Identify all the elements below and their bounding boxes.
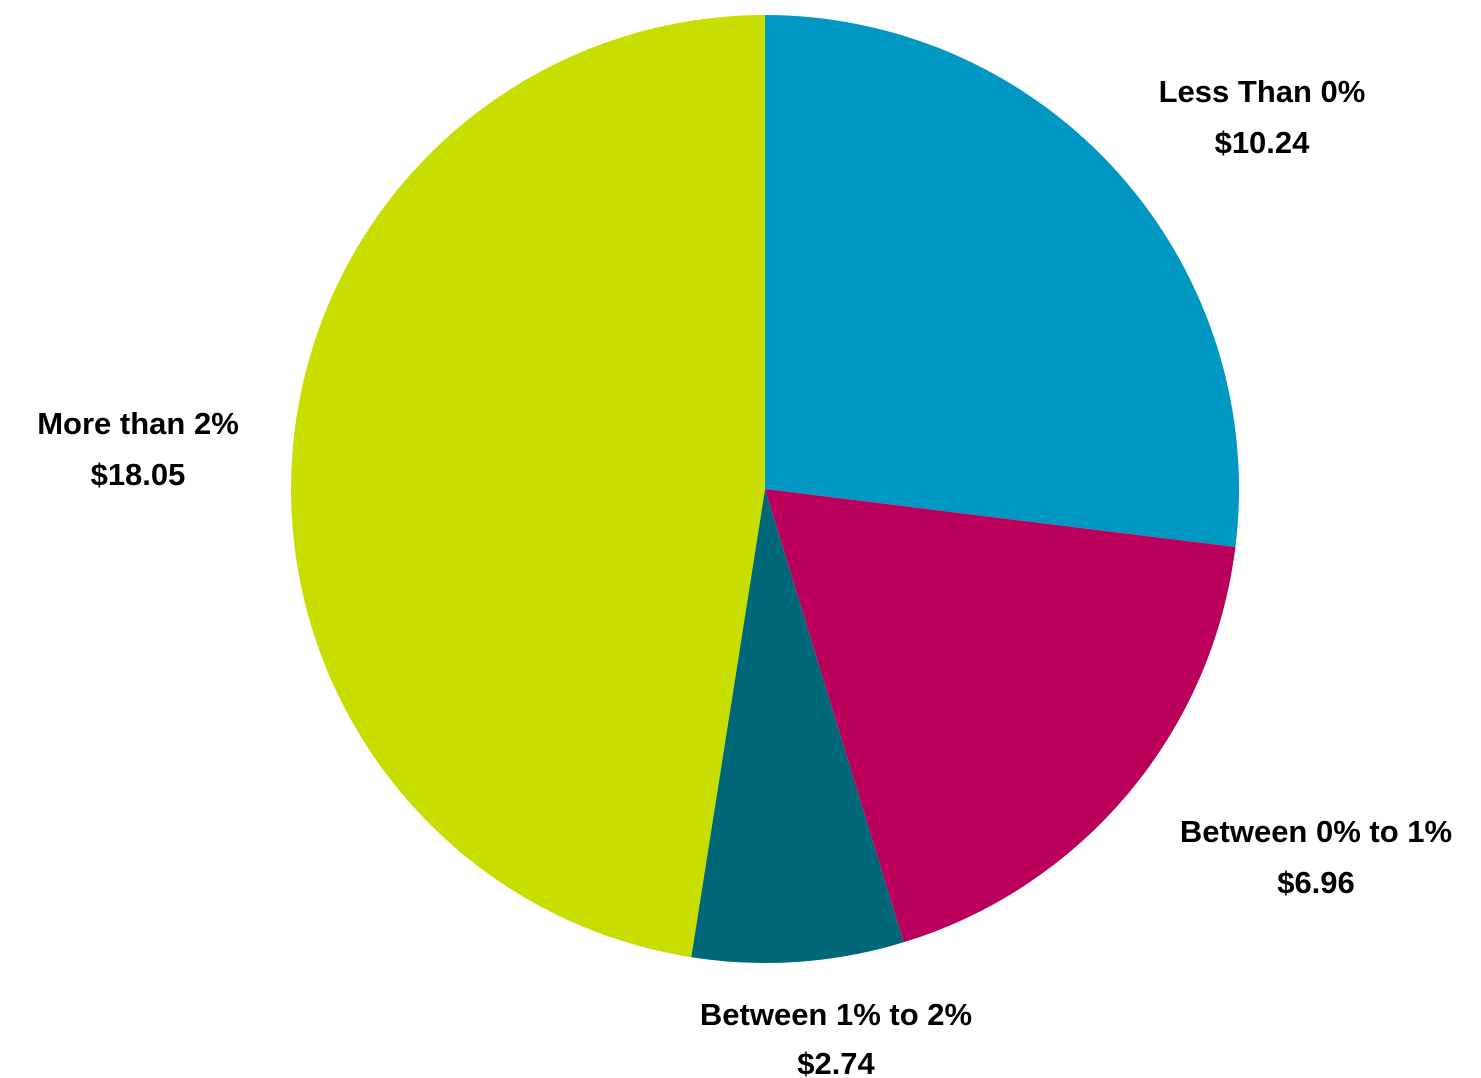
pie-labels: Less Than 0% $10.24 Between 0% to 1% $6.… [37, 74, 1452, 1078]
slice-value-between-0-and-1: $6.96 [1277, 865, 1355, 900]
pie-slice-2 [691, 489, 904, 963]
slice-label-more-than-2: More than 2% [37, 406, 239, 441]
slice-label-between-1-and-2: Between 1% to 2% [700, 997, 972, 1032]
pie-slices [291, 15, 1239, 963]
slice-value-less-than-0: $10.24 [1215, 125, 1311, 160]
pie-slice-3 [291, 15, 765, 958]
slice-value-more-than-2: $18.05 [91, 457, 186, 492]
slice-label-between-0-and-1: Between 0% to 1% [1180, 814, 1452, 849]
slice-label-less-than-0: Less Than 0% [1159, 74, 1366, 109]
pie-slice-1 [765, 489, 1236, 943]
slice-value-between-1-and-2: $2.74 [797, 1046, 875, 1078]
pie-slice-0 [765, 15, 1239, 548]
